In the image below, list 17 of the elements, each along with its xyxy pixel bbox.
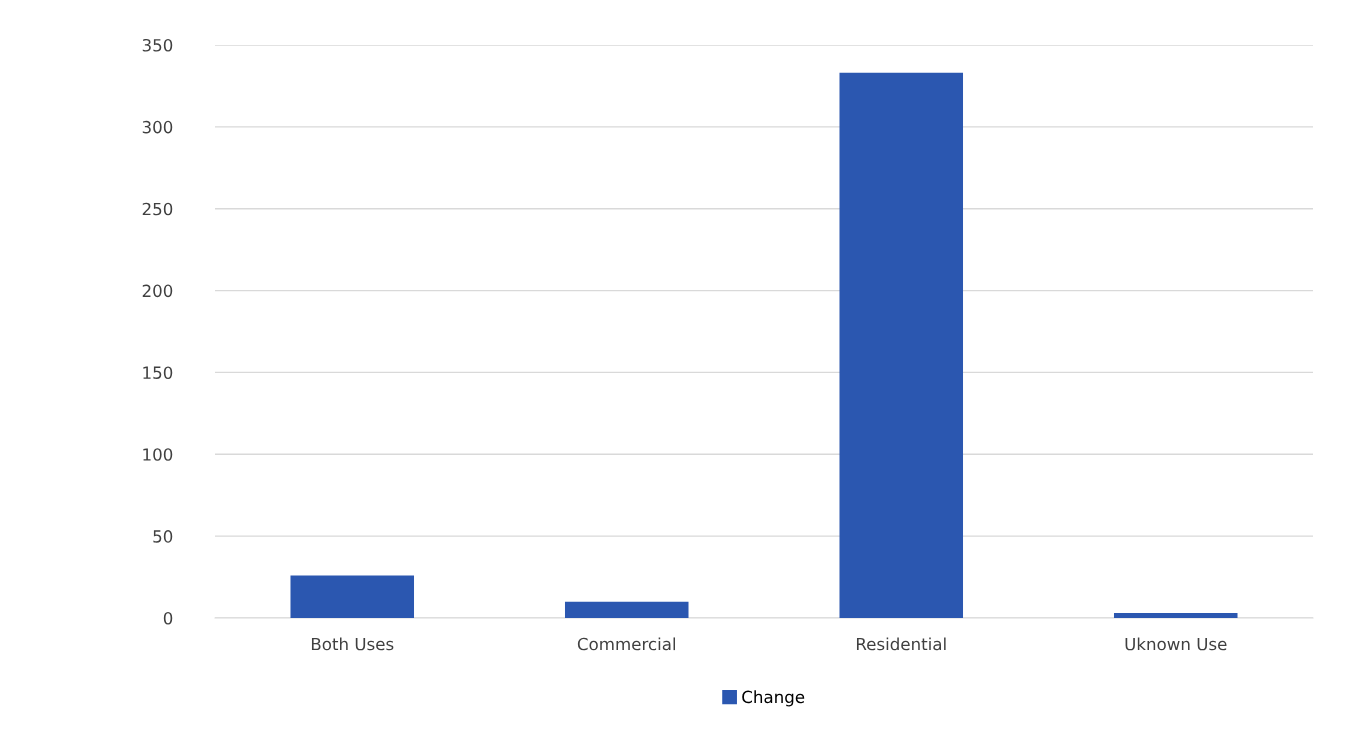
x-tick-label: Uknown Use xyxy=(1125,637,1227,651)
bar xyxy=(839,72,964,618)
y-tick-label: 0 xyxy=(163,611,173,625)
bar xyxy=(290,575,415,618)
legend-label: Change xyxy=(742,690,805,707)
y-tick-label: 150 xyxy=(143,366,173,379)
x-tick-label: Commercial xyxy=(577,637,676,651)
y-tick-label: 50 xyxy=(153,530,173,543)
x-tick-label: Residential xyxy=(856,637,946,651)
y-tick-label: 350 xyxy=(142,38,173,52)
y-tick-label: 100 xyxy=(143,448,173,461)
x-tick-label: Both Uses xyxy=(311,637,394,651)
y-tick-label: 250 xyxy=(142,202,173,216)
bar xyxy=(564,601,689,618)
y-tick-label: 200 xyxy=(142,284,173,298)
bar xyxy=(1113,613,1238,618)
y-tick-label: 300 xyxy=(142,120,173,134)
